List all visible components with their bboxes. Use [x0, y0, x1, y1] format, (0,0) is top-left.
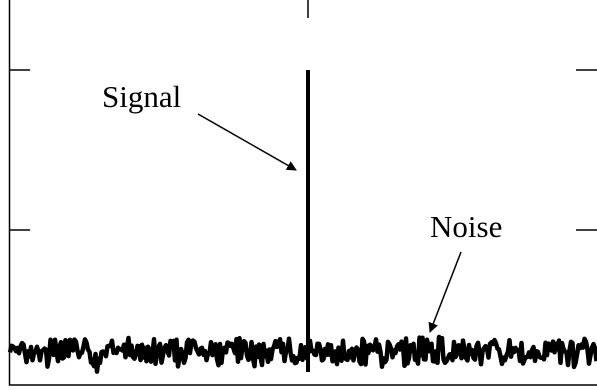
signal-label: Signal [102, 79, 181, 114]
noise-label: Noise [430, 209, 502, 244]
signal-arrow [197, 113, 297, 171]
noise-trace [7, 334, 597, 374]
noise-arrow [428, 251, 462, 333]
frame [8, 0, 597, 386]
ticks [9, 0, 597, 231]
